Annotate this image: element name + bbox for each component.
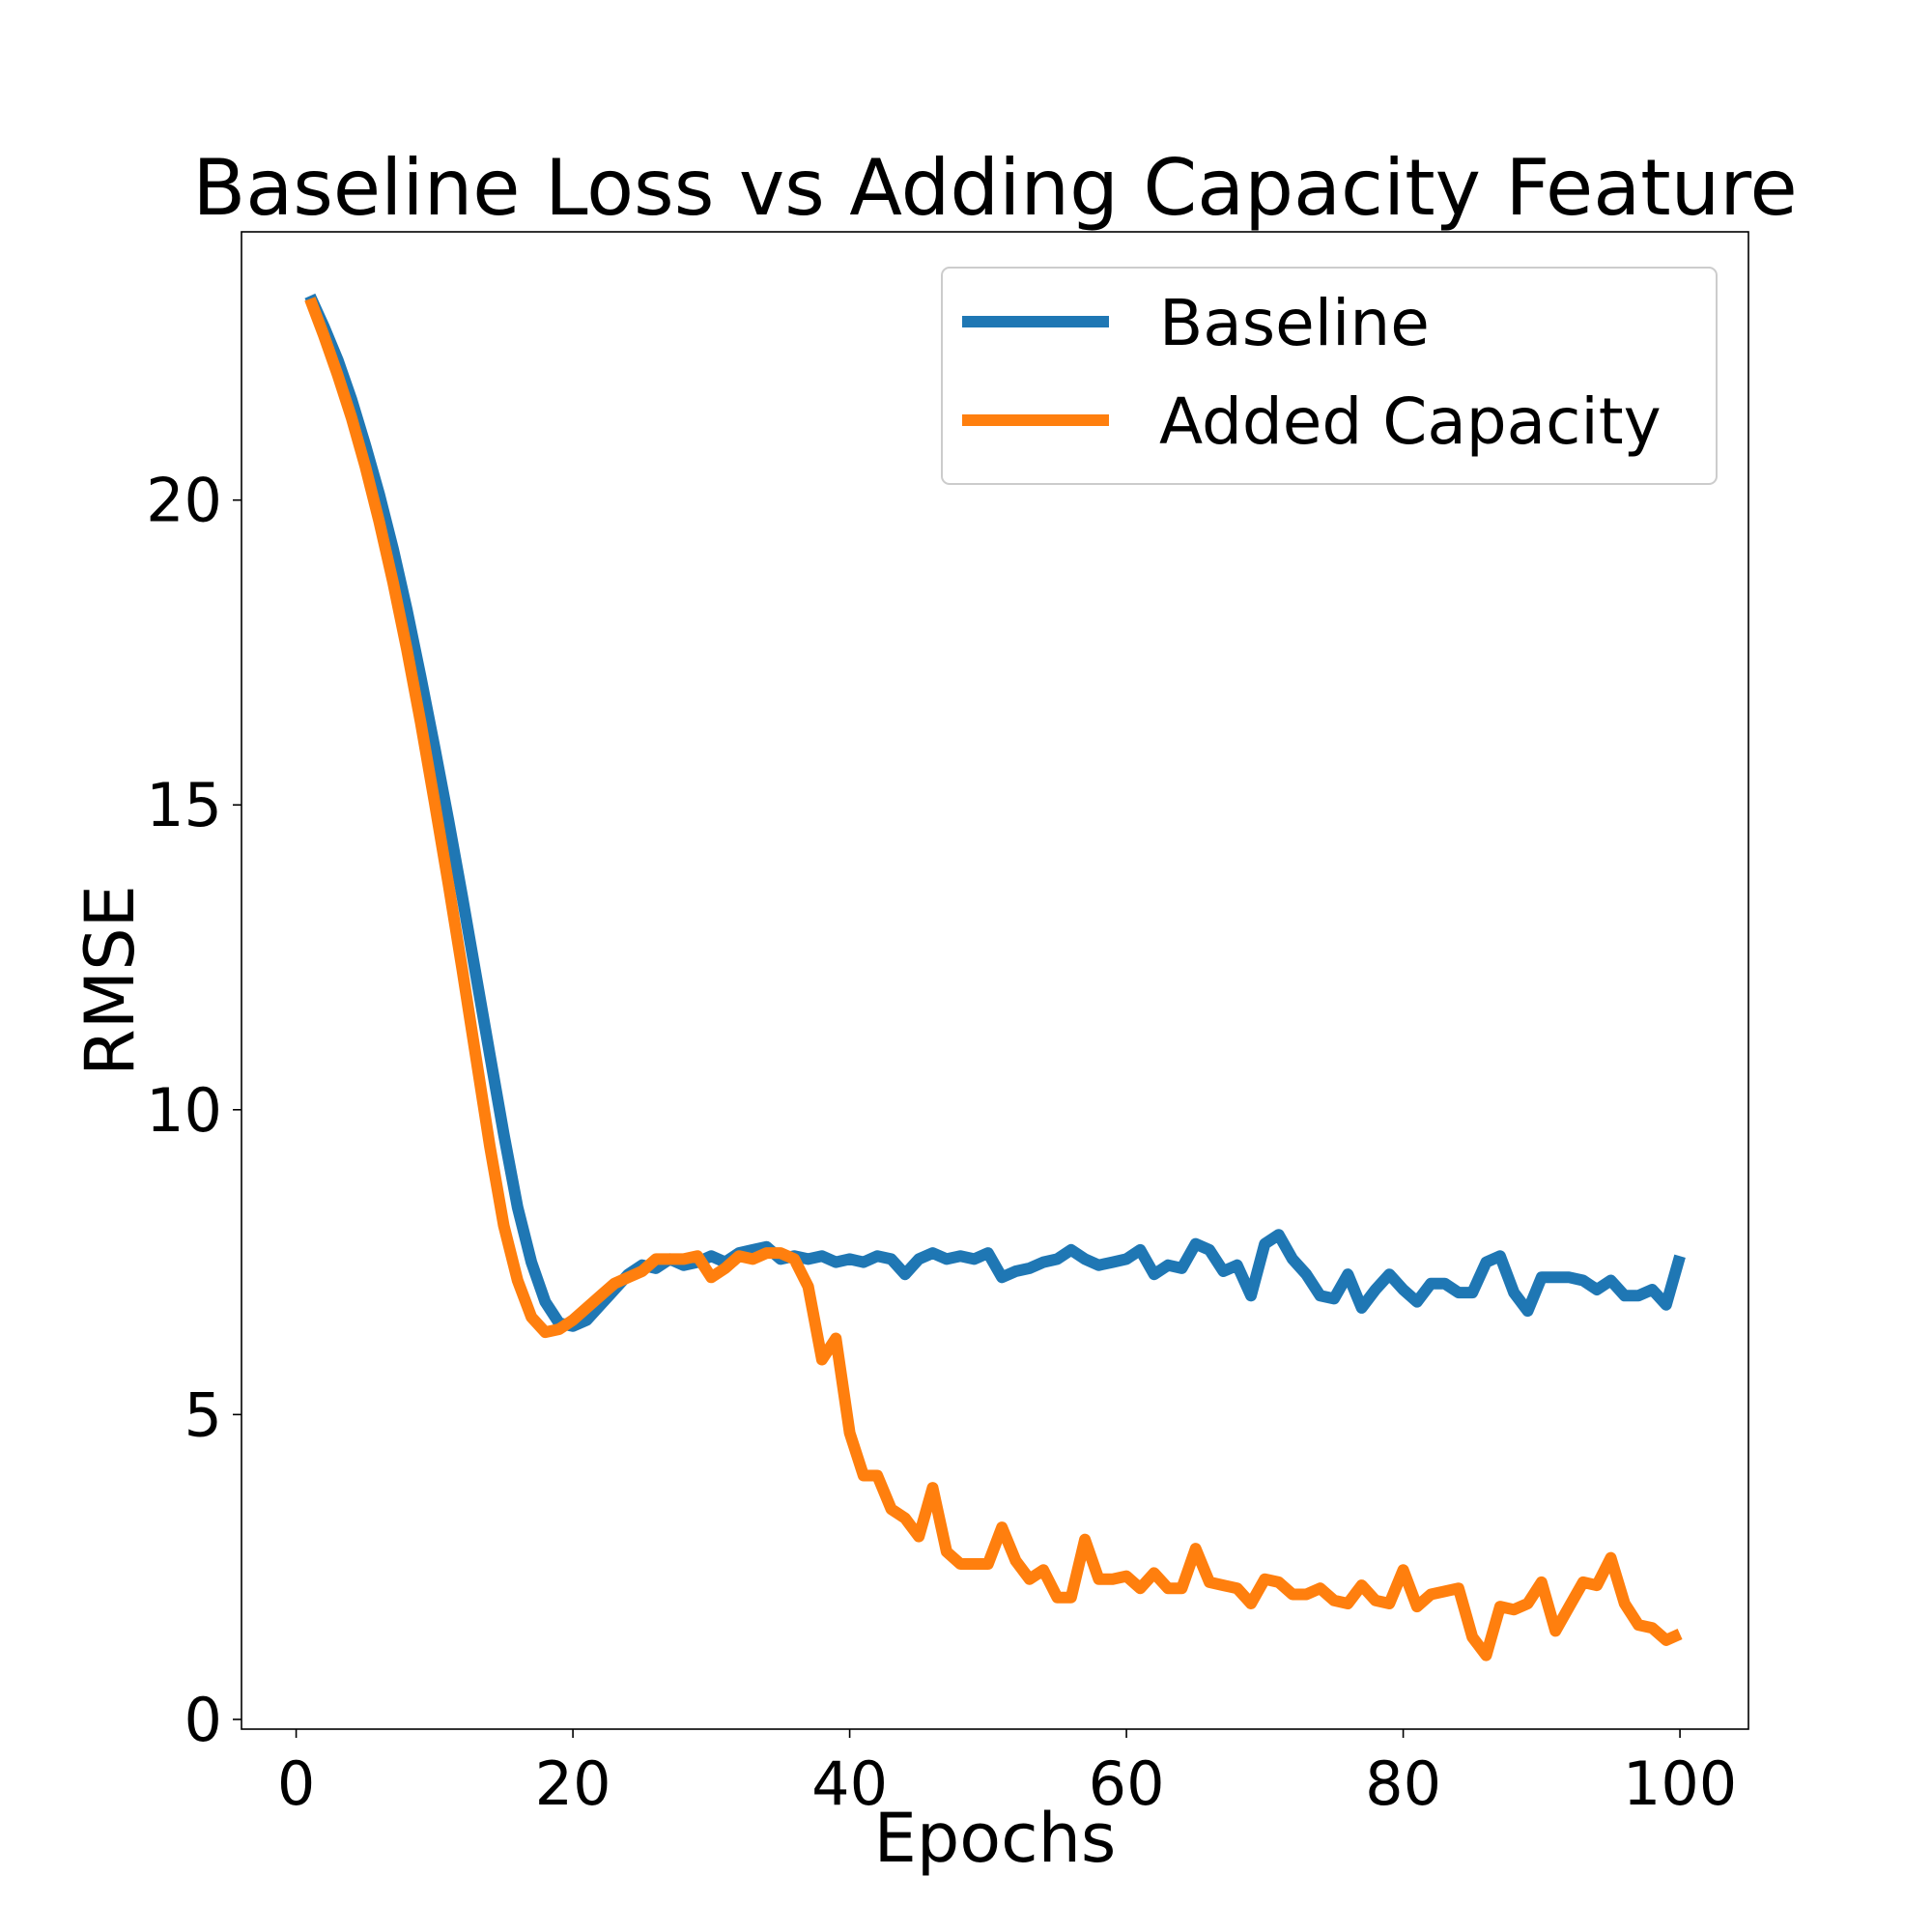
legend: Baseline Added Capacity bbox=[941, 267, 1718, 485]
x-tick-label: 20 bbox=[535, 1748, 611, 1819]
series-line-baseline bbox=[304, 293, 1686, 1332]
plot-frame bbox=[241, 231, 1749, 1730]
x-tick-label: 100 bbox=[1623, 1748, 1737, 1819]
y-tick-label: 10 bbox=[146, 1075, 222, 1146]
legend-label-added-capacity: Added Capacity bbox=[1159, 384, 1662, 459]
x-tick-label: 40 bbox=[811, 1748, 888, 1819]
series-layer bbox=[304, 293, 1686, 1662]
x-tick-label: 60 bbox=[1089, 1748, 1165, 1819]
chart-title: Baseline Loss vs Adding Capacity Feature bbox=[192, 143, 1797, 233]
y-axis: 0 5 10 15 20 bbox=[146, 466, 242, 1755]
legend-label-baseline: Baseline bbox=[1159, 286, 1430, 360]
x-axis-label: Epochs bbox=[874, 1799, 1117, 1878]
x-axis: 0 20 40 60 80 100 bbox=[277, 1729, 1737, 1819]
plot-area bbox=[241, 231, 1749, 1730]
y-tick-label: 15 bbox=[146, 770, 222, 840]
series-line-added-capacity bbox=[304, 297, 1683, 1662]
x-tick-label: 80 bbox=[1365, 1748, 1441, 1819]
y-tick-label: 20 bbox=[146, 466, 222, 536]
y-tick-label: 5 bbox=[185, 1379, 222, 1450]
y-axis-label: RMSE bbox=[71, 885, 150, 1076]
legend-box bbox=[941, 267, 1718, 485]
y-tick-label: 0 bbox=[185, 1685, 222, 1755]
x-tick-label: 0 bbox=[277, 1748, 315, 1819]
